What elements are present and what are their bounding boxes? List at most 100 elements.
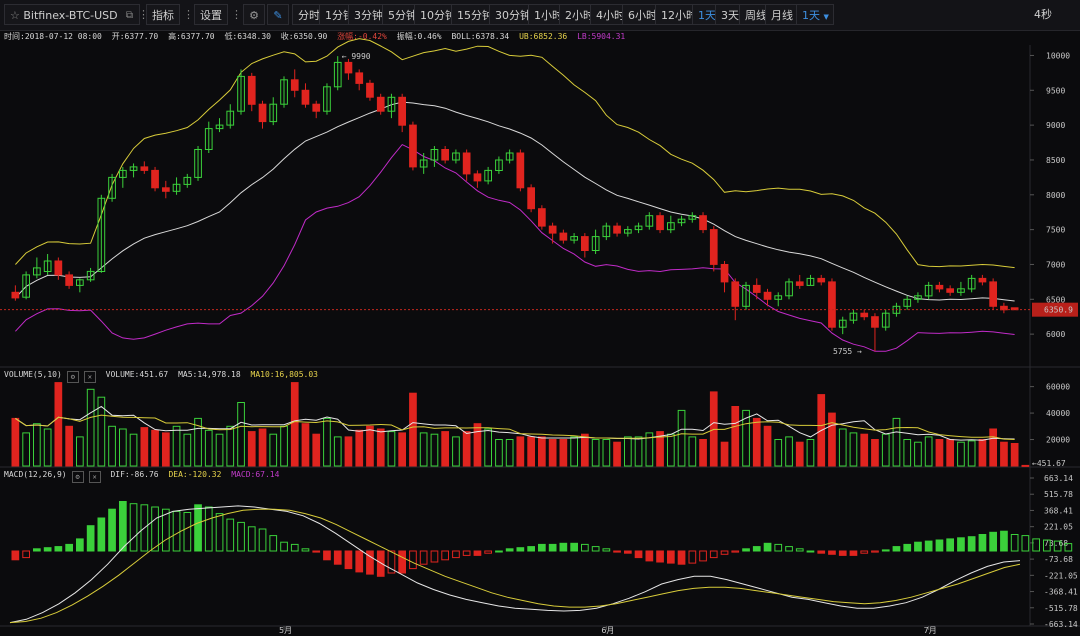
- candle-down: [752, 284, 761, 293]
- macd-hist-bar: [688, 550, 697, 564]
- candle-up: [677, 218, 686, 224]
- macd-hist-bar: [312, 550, 321, 553]
- info-amplitude: 振幅:0.46%: [396, 32, 442, 41]
- macd-hist-bar: [269, 535, 278, 552]
- candle-up: [688, 215, 697, 220]
- candle-up: [484, 169, 492, 182]
- indicators-button[interactable]: 指标: [146, 4, 180, 25]
- symbol-selector[interactable]: ☆ Bitfinex-BTC-USD ⧉: [4, 4, 140, 25]
- candle-up: [43, 260, 52, 272]
- macd-hist-bar: [795, 548, 804, 552]
- edit-symbol-icon[interactable]: ⧉: [125, 10, 133, 21]
- close-icon[interactable]: ✕: [83, 371, 96, 383]
- macd-hist-bar: [548, 543, 557, 552]
- interval-button[interactable]: 1天: [692, 4, 722, 25]
- volume-bar: [667, 433, 675, 467]
- more-icon[interactable]: ⋮: [231, 8, 242, 21]
- macd-hist-bar: [33, 548, 41, 552]
- interval-button[interactable]: 月线: [765, 4, 799, 25]
- volume-bar: [22, 432, 30, 467]
- macd-hist-bar: [989, 531, 997, 552]
- candle-down: [473, 173, 482, 182]
- interval-button[interactable]: 12小时: [655, 4, 703, 25]
- interval-button[interactable]: 3分钟: [348, 4, 389, 25]
- macd-hist-bar: [140, 504, 149, 552]
- gear-icon[interactable]: ⚙: [243, 4, 265, 25]
- draw-pencil-icon[interactable]: ✎: [267, 4, 289, 25]
- macd-hist-bar: [129, 503, 138, 552]
- interval-button[interactable]: 5分钟: [382, 4, 423, 25]
- candle-down: [828, 281, 836, 328]
- volume-bar: [376, 428, 385, 467]
- settings-icon[interactable]: ⚙: [71, 471, 84, 483]
- macd-hist-bar: [903, 543, 912, 552]
- macd-hist-bar: [162, 508, 170, 552]
- volume-bar: [452, 436, 460, 467]
- macd-hist-bar: [22, 550, 30, 559]
- candle-up: [323, 86, 331, 112]
- price-tick-label: 9500: [1046, 86, 1065, 95]
- volume-bar: [849, 432, 858, 467]
- volume-bar: [43, 428, 52, 467]
- close-icon[interactable]: ✕: [88, 471, 101, 483]
- macd-hist-bar: [237, 521, 245, 552]
- candle-down: [247, 75, 256, 105]
- candle-down: [140, 166, 149, 171]
- interval-dropdown[interactable]: 1天 ▼: [796, 4, 834, 25]
- macd-hist-bar: [97, 517, 106, 552]
- macd-hist-bar: [43, 547, 52, 552]
- macd-panel-header: MACD(12,26,9) ⚙ ✕ DIF:-86.76 DEA:-120.32 M…: [4, 469, 284, 483]
- volume-bar: [624, 436, 632, 467]
- interval-button[interactable]: 1小时: [528, 4, 569, 25]
- volume-bar: [54, 382, 63, 467]
- macd-hist-bar: [333, 550, 342, 565]
- candle-down: [538, 208, 546, 227]
- macd-hist-bar: [1064, 543, 1073, 552]
- more-icon[interactable]: ⋮: [183, 8, 194, 21]
- macd-hist-bar: [86, 525, 95, 552]
- candle-down: [65, 274, 74, 286]
- candle-down: [946, 288, 954, 293]
- volume-tag: ←451.67: [1032, 459, 1066, 468]
- info-lb: LB:5904.31: [577, 32, 626, 41]
- macd-dea-line: [9, 508, 1021, 624]
- volume-bar: [957, 441, 965, 467]
- volume-bar: [742, 409, 750, 467]
- volume-bar: [65, 425, 74, 467]
- price-tick-label: 6500: [1046, 295, 1065, 304]
- interval-button[interactable]: 6小时: [622, 4, 663, 25]
- interval-button[interactable]: 分时: [292, 4, 326, 25]
- macd-hist-bar: [881, 549, 890, 552]
- volume-bar: [1021, 464, 1030, 467]
- candle-down: [989, 281, 997, 307]
- candle-up: [452, 152, 460, 161]
- more-icon[interactable]: ⋮: [138, 8, 149, 21]
- macd-hist-bar: [806, 550, 815, 553]
- settings-button[interactable]: 设置: [194, 4, 228, 25]
- volume-bar: [226, 425, 235, 467]
- star-icon[interactable]: ☆: [10, 9, 20, 22]
- candle-down: [581, 236, 589, 252]
- candle-down: [860, 312, 869, 318]
- macd-hist-bar: [634, 550, 643, 559]
- macd-hist-bar: [204, 506, 213, 552]
- macd-tick-label: -368.41: [1044, 588, 1078, 597]
- macd-hist-bar: [54, 546, 63, 552]
- macd-hist-bar: [323, 550, 331, 561]
- candle-down: [699, 215, 707, 231]
- settings-icon[interactable]: ⚙: [66, 371, 79, 383]
- volume-bar: [763, 425, 772, 467]
- price-tick-label: 10000: [1046, 51, 1070, 60]
- toolbar: ☆ Bitfinex-BTC-USD ⧉ ⋮ 指标 ⋮ 设置 ⋮ ⚙ ✎ 分时 1…: [0, 0, 1080, 31]
- macd-tick-label: -663.14: [1044, 620, 1078, 629]
- macd-hist-bar: [709, 550, 718, 559]
- info-boll: BOLL:6378.34: [451, 32, 510, 41]
- interval-button[interactable]: 10分钟: [414, 4, 462, 25]
- candle-up: [204, 128, 213, 151]
- volume-ma10: MA10:16,805.03: [250, 370, 318, 379]
- interval-button[interactable]: 3天: [715, 4, 745, 25]
- info-time: 时间:2018-07-12 08:00: [4, 32, 102, 41]
- macd-hist-bar: [720, 550, 729, 555]
- macd-tick-label: -221.05: [1044, 571, 1078, 580]
